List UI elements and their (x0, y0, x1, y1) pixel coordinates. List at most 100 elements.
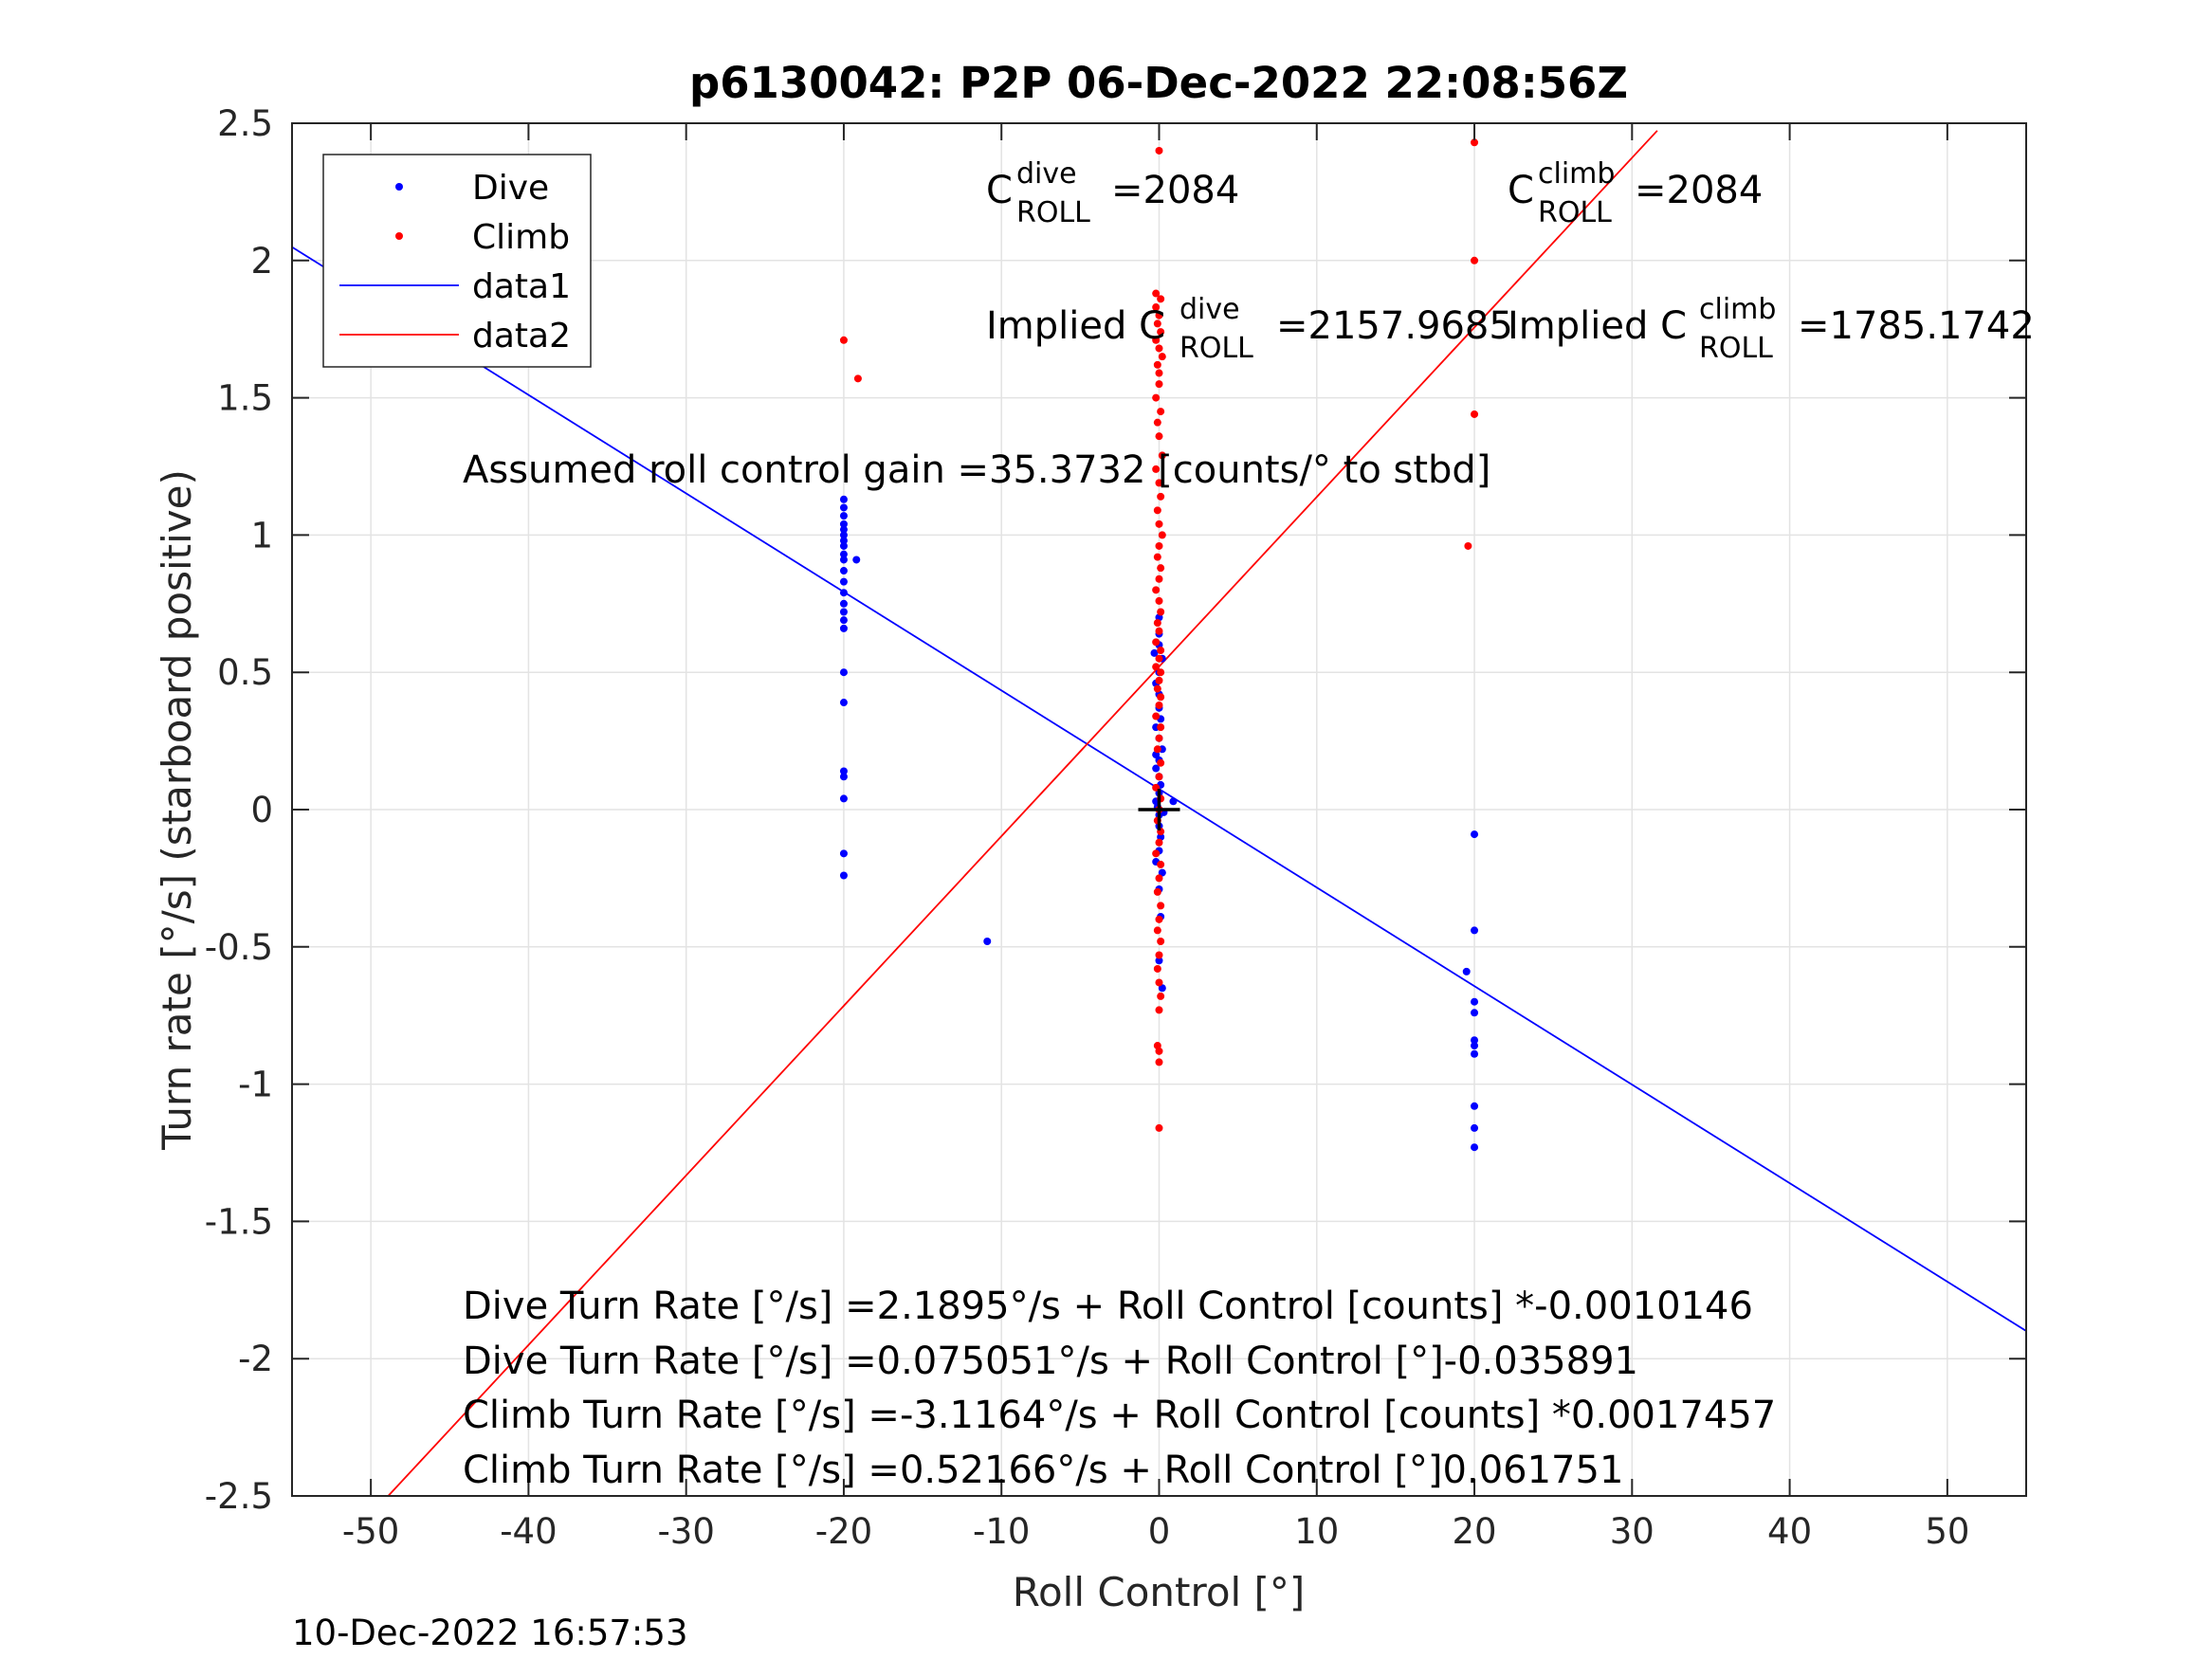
legend-climb-swatch (395, 232, 403, 240)
climb-point (1157, 758, 1165, 767)
climb-point (1152, 465, 1161, 473)
dive-point (1471, 1123, 1479, 1132)
climb-point (1157, 860, 1165, 868)
x-tick-label: 50 (1925, 1511, 1969, 1552)
climb-point (1153, 926, 1161, 935)
x-tick-label: 40 (1767, 1511, 1812, 1552)
legend-climb-label: Climb (472, 218, 570, 257)
y-tick-label: 1.5 (217, 378, 273, 419)
dive-point (1471, 1042, 1479, 1050)
dive-point (1471, 1049, 1479, 1058)
c-climb-base: C (1508, 169, 1534, 212)
climb-point (1157, 608, 1165, 616)
climb-point (1158, 531, 1166, 539)
dive-point (839, 541, 848, 550)
y-tick-label: 0 (250, 790, 273, 830)
climb-point (1157, 295, 1165, 303)
legend-data1-label: data1 (472, 267, 571, 306)
c-climb-sup: climb (1538, 157, 1615, 191)
climb-point (1155, 676, 1163, 684)
origin-marker (1138, 789, 1180, 830)
climb-point (1152, 586, 1161, 594)
climb-point (1155, 627, 1163, 635)
climb-point (1155, 541, 1163, 550)
climb-point (1155, 734, 1163, 742)
chart-title: p6130042: P2P 06-Dec-2022 22:08:56Z (689, 58, 1628, 108)
climb-point (1153, 745, 1161, 754)
implied-climb-value: =1785.1742 (1798, 304, 2035, 348)
legend-data2-label: data2 (472, 317, 571, 356)
c-dive-base: C (986, 169, 1013, 212)
climb-point (1152, 663, 1161, 671)
dive-point (839, 512, 848, 520)
climb-point (1158, 451, 1166, 460)
implied-dive-prefix: Implied C (986, 304, 1165, 348)
dive-point (839, 668, 848, 677)
climb-point (1152, 336, 1161, 344)
dive-point (839, 624, 848, 632)
annotation-implied-dive: Implied C dive ROLL =2157.9685 (986, 293, 1513, 365)
climb-point (1471, 256, 1479, 264)
dive-point (839, 608, 848, 616)
climb-point (1155, 1047, 1163, 1055)
y-tick-label: 2 (250, 241, 273, 282)
timestamp: 10-Dec-2022 16:57:53 (292, 1613, 687, 1653)
dive-point (1471, 997, 1479, 1006)
climb-point (1155, 344, 1163, 353)
dive-point (839, 520, 848, 528)
dive-point (839, 773, 848, 781)
dive-point (839, 556, 848, 564)
climb-point (1155, 1006, 1163, 1014)
legend-dive-swatch (395, 183, 403, 191)
fit-line-climb-degrees: Climb Turn Rate [°/s] =0.52166°/s + Roll… (463, 1449, 1623, 1492)
climb-point (1157, 328, 1165, 337)
climb-point (1157, 564, 1165, 573)
annotation-c-dive: C dive ROLL =2084 (986, 157, 1239, 229)
climb-point (1464, 541, 1472, 550)
dive-point (1152, 764, 1161, 773)
climb-point (853, 374, 862, 383)
dive-point (1169, 797, 1178, 806)
legend: Dive Climb data1 data2 (322, 154, 592, 368)
dive-point (839, 794, 848, 803)
dive-point (1471, 830, 1479, 839)
climb-point (1157, 408, 1165, 416)
climb-point (1157, 647, 1165, 655)
climb-point (1153, 553, 1161, 561)
climb-point (1155, 1123, 1163, 1132)
dive-point (839, 550, 848, 558)
climb-point (1152, 712, 1161, 720)
climb-point (1155, 432, 1163, 441)
climb-point (1471, 410, 1479, 418)
implied-dive-sup: dive (1179, 293, 1240, 326)
climb-point (1157, 723, 1165, 732)
legend-dive-label: Dive (472, 169, 549, 208)
dive-point (1471, 926, 1479, 935)
dive-point (1471, 1009, 1479, 1017)
x-tick-label: -20 (815, 1511, 872, 1552)
implied-climb-sub: ROLL (1699, 332, 1773, 365)
climb-point (1157, 693, 1165, 702)
c-dive-sup: dive (1016, 157, 1077, 191)
climb-point (1155, 838, 1163, 847)
climb-point (1157, 902, 1165, 910)
dive-point (1471, 1143, 1479, 1152)
dive-point (839, 699, 848, 707)
x-tick-label: 30 (1610, 1511, 1654, 1552)
annotation-c-climb: C climb ROLL =2084 (1508, 157, 1763, 229)
implied-climb-sup: climb (1699, 293, 1776, 326)
dive-point (839, 589, 848, 597)
implied-climb-prefix: Implied C (1508, 304, 1687, 348)
dive-point (839, 537, 848, 545)
dive-point (839, 871, 848, 880)
climb-point (1155, 596, 1163, 605)
x-tick-label: -30 (657, 1511, 714, 1552)
dive-point (1150, 648, 1159, 657)
climb-point (839, 336, 848, 344)
climb-point (1157, 992, 1165, 1000)
gain-annotation: Assumed roll control gain =35.3732 [coun… (463, 448, 1490, 492)
climb-point (1155, 915, 1163, 923)
y-tick-label: -1.5 (205, 1201, 273, 1242)
climb-point (1152, 849, 1161, 858)
